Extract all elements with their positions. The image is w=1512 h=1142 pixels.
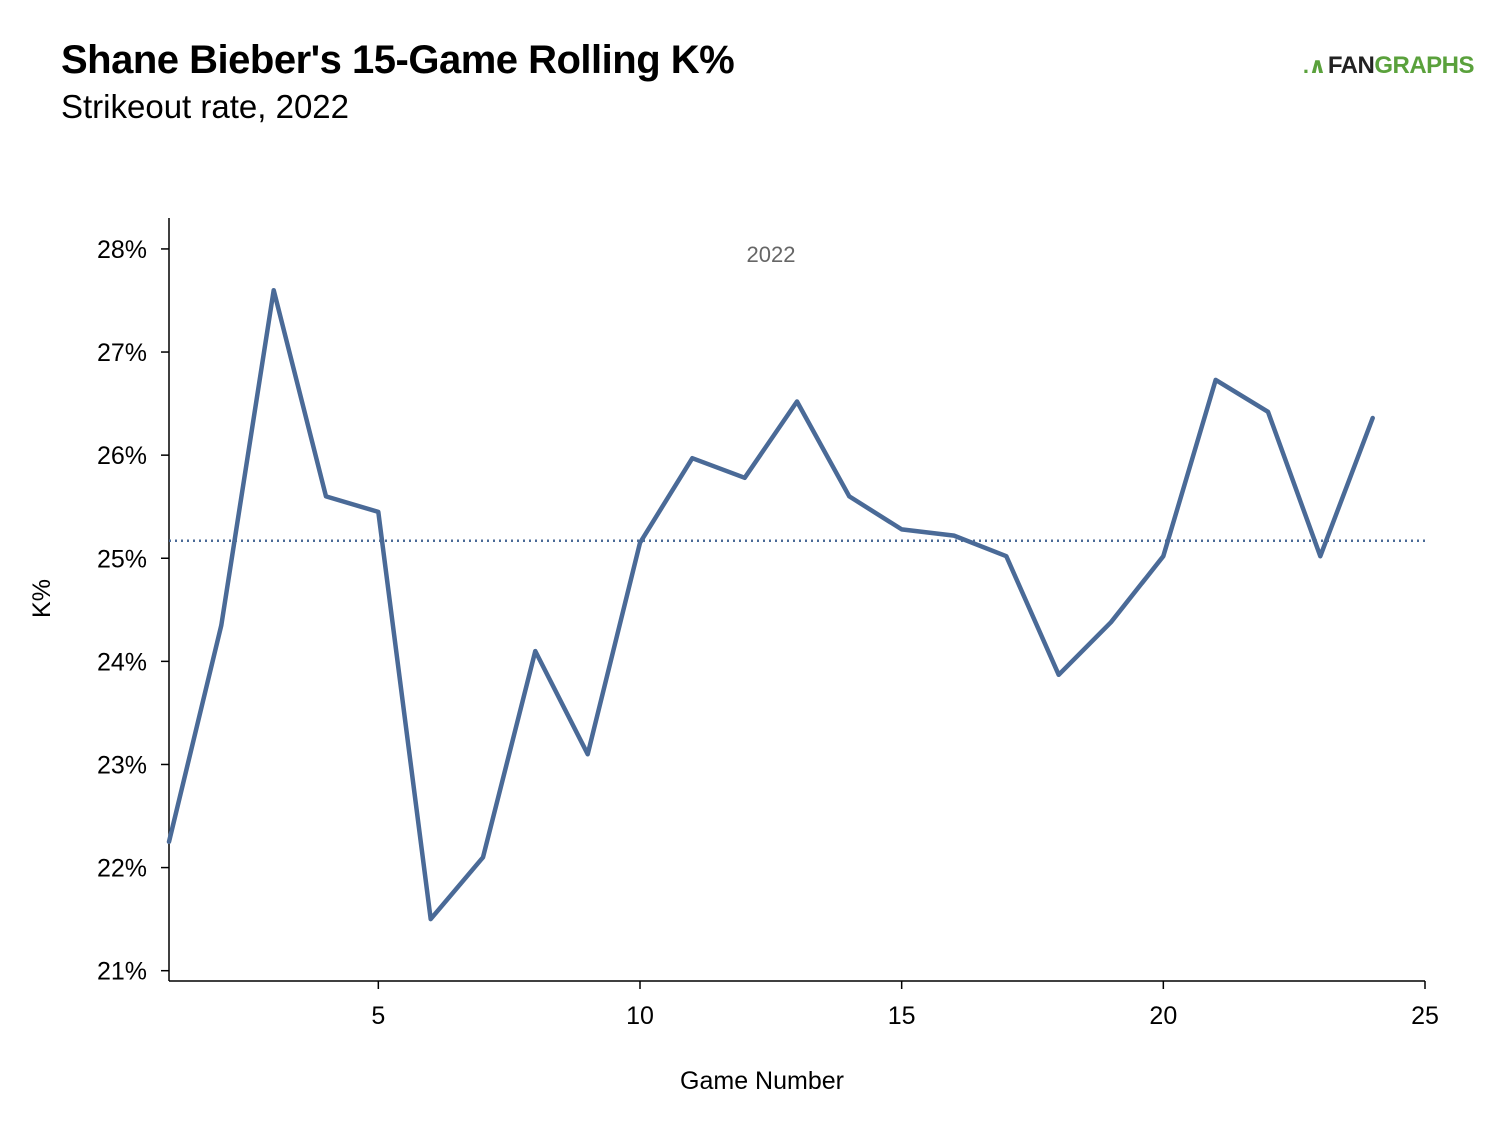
fangraphs-logo: .∧FANGRAPHS [1302,52,1475,80]
fangraphs-logo-icon: .∧ [1302,53,1326,78]
y-tick-label: 27% [97,339,147,367]
chart-axes: 21% 22% 23% 24% 25% 26% 27% 28% 5 10 15 20 25 Game Nu… [28,218,1439,1095]
logo-word-graphs: GRAPHS [1374,52,1474,79]
x-axis-title: Game Number [680,1067,844,1095]
x-tick-label: 5 [371,1002,385,1030]
y-tick-label: 22% [97,855,147,883]
y-tick-label: 26% [97,442,147,470]
y-tick-label: 23% [97,751,147,779]
y-tick-label: 25% [97,545,147,573]
y-tick-label: 28% [97,236,147,264]
chart-title: Shane Bieber's 15-Game Rolling K% [61,38,735,82]
x-tick-label: 25 [1411,1002,1439,1030]
x-tick-label: 20 [1149,1002,1177,1030]
chart-marks: 2022 [166,242,1425,922]
x-tick-label: 15 [888,1002,916,1030]
y-tick-label: 21% [97,958,147,986]
series-line [166,287,1375,922]
year-annotation: 2022 [747,242,796,267]
chart-subtitle: Strikeout rate, 2022 [61,88,350,125]
y-axis-title: K% [28,579,56,618]
y-tick-label: 24% [97,648,147,676]
x-tick-label: 10 [626,1002,654,1030]
logo-word-fan: FAN [1327,52,1375,79]
